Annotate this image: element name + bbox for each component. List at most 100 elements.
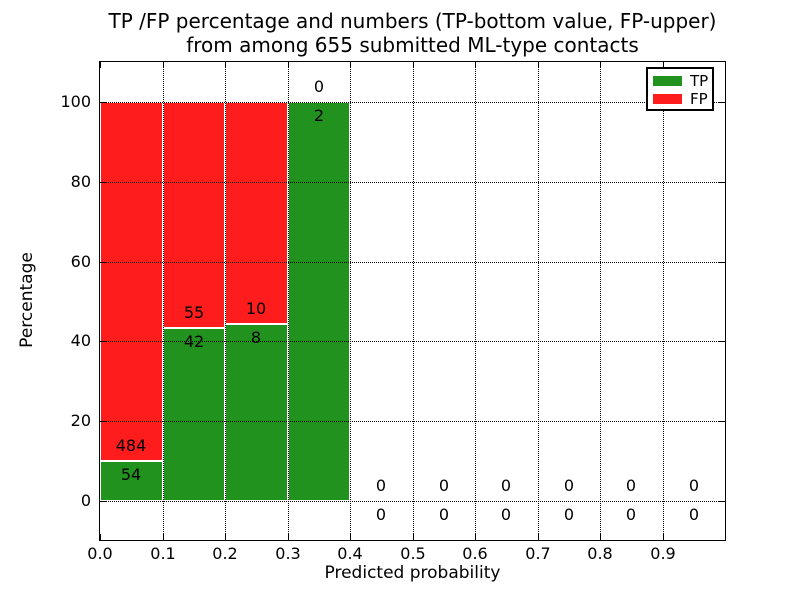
x-tick-label-0.9: 0.9: [650, 544, 676, 563]
legend-entry-fp: FP: [653, 90, 712, 108]
chart-title: TP /FP percentage and numbers (TP-bottom…: [99, 9, 726, 57]
ytick-left-60: [100, 262, 106, 263]
tp-count-label-2: 8: [250, 328, 262, 347]
bar-tp-0: [100, 461, 163, 501]
gridline-y-0: [100, 501, 725, 502]
xtick-top-0.7: [538, 62, 539, 68]
gridline-y-60: [100, 262, 725, 263]
xtick-bottom-0.5: [413, 534, 414, 540]
fp-count-label-7: 0: [563, 476, 575, 495]
gridline-x-0.9: [663, 62, 664, 540]
xtick-bottom-0: [100, 534, 101, 540]
bar-fp-1: [163, 102, 225, 328]
bar-tp-2: [225, 324, 288, 501]
xtick-top-0: [100, 62, 101, 68]
tp-swatch-icon: [653, 76, 682, 86]
ytick-right-40: [719, 341, 725, 342]
gridline-x-0.5: [413, 62, 414, 540]
gridline-x-0.6: [475, 62, 476, 540]
ytick-right-20: [719, 421, 725, 422]
x-tick-label-0: 0.0: [87, 544, 113, 563]
xtick-top-0.3: [288, 62, 289, 68]
bar-fp-2: [225, 102, 288, 324]
xtick-top-0.8: [600, 62, 601, 68]
chart-title-line2: from among 655 submitted ML-type contact…: [186, 33, 639, 57]
ytick-left-20: [100, 421, 106, 422]
x-tick-label-0.3: 0.3: [275, 544, 301, 563]
fp-count-label-8: 0: [625, 476, 637, 495]
bar-fp-0: [100, 102, 163, 461]
gridline-y-40: [100, 341, 725, 342]
gridline-x-0.4: [350, 62, 351, 540]
x-tick-label-0.4: 0.4: [337, 544, 363, 563]
xtick-top-0.5: [413, 62, 414, 68]
tp-count-label-1: 42: [183, 332, 205, 351]
fp-count-label-3: 0: [313, 77, 325, 96]
bar-tp-3: [288, 102, 350, 501]
tp-count-label-5: 0: [438, 505, 450, 524]
y-tick-label-40: 40: [70, 331, 91, 350]
bar-tp-1: [163, 328, 225, 501]
x-tick-label-0.1: 0.1: [150, 544, 176, 563]
gridline-x-0.8: [600, 62, 601, 540]
gridline-y-80: [100, 182, 725, 183]
ytick-left-40: [100, 341, 106, 342]
tp-count-label-9: 0: [688, 505, 700, 524]
xtick-top-0.9: [663, 62, 664, 68]
y-tick-label-60: 60: [70, 252, 91, 271]
fp-count-label-1: 55: [183, 303, 205, 322]
y-axis-label: Percentage: [17, 252, 37, 348]
x-tick-label-0.6: 0.6: [462, 544, 488, 563]
x-axis-label: Predicted probability: [324, 563, 501, 583]
tp-count-label-6: 0: [500, 505, 512, 524]
ytick-left-80: [100, 182, 106, 183]
xtick-bottom-0.3: [288, 534, 289, 540]
fp-swatch-icon: [653, 94, 682, 104]
legend: TP FP: [646, 67, 714, 111]
xtick-bottom-0.8: [600, 534, 601, 540]
xtick-bottom-0.6: [475, 534, 476, 540]
xtick-bottom-0.9: [663, 534, 664, 540]
y-tick-label-0: 0: [80, 491, 91, 510]
fp-count-label-4: 0: [375, 476, 387, 495]
tp-count-label-4: 0: [375, 505, 387, 524]
tp-count-label-7: 0: [563, 505, 575, 524]
ytick-left-100: [100, 102, 106, 103]
gridline-x-0.3: [288, 62, 289, 540]
legend-label-fp: FP: [690, 90, 708, 108]
ytick-right-80: [719, 182, 725, 183]
fp-count-label-5: 0: [438, 476, 450, 495]
gridline-y-20: [100, 421, 725, 422]
tp-count-label-0: 54: [120, 465, 142, 484]
xtick-top-0.2: [225, 62, 226, 68]
tp-count-label-3: 2: [313, 106, 325, 125]
xtick-bottom-0.7: [538, 534, 539, 540]
ytick-right-60: [719, 262, 725, 263]
ytick-left-0: [100, 501, 106, 502]
xtick-bottom-0.1: [163, 534, 164, 540]
gridline-x-0.2: [225, 62, 226, 540]
y-tick-label-20: 20: [70, 411, 91, 430]
gridline-x-0.7: [538, 62, 539, 540]
fp-count-label-9: 0: [688, 476, 700, 495]
legend-entry-tp: TP: [653, 72, 712, 90]
tp-count-label-8: 0: [625, 505, 637, 524]
ytick-right-0: [719, 501, 725, 502]
y-tick-label-80: 80: [70, 172, 91, 191]
x-tick-label-0.2: 0.2: [212, 544, 238, 563]
ytick-right-100: [719, 102, 725, 103]
x-tick-label-0.5: 0.5: [400, 544, 426, 563]
plot-area: TP FP 484 54 55 42 10 8 0 2 0 0 0 0 0 0 0 0 0 0 0 0: [99, 61, 726, 541]
x-tick-label-0.8: 0.8: [587, 544, 613, 563]
fp-count-label-6: 0: [500, 476, 512, 495]
chart-title-line1: TP /FP percentage and numbers (TP-bottom…: [108, 9, 717, 33]
y-tick-label-100: 100: [60, 92, 91, 111]
fp-count-label-2: 10: [245, 299, 267, 318]
xtick-bottom-0.4: [350, 534, 351, 540]
xtick-top-0.1: [163, 62, 164, 68]
x-tick-label-0.7: 0.7: [525, 544, 551, 563]
xtick-top-0.6: [475, 62, 476, 68]
xtick-top-0.4: [350, 62, 351, 68]
legend-label-tp: TP: [690, 72, 709, 90]
